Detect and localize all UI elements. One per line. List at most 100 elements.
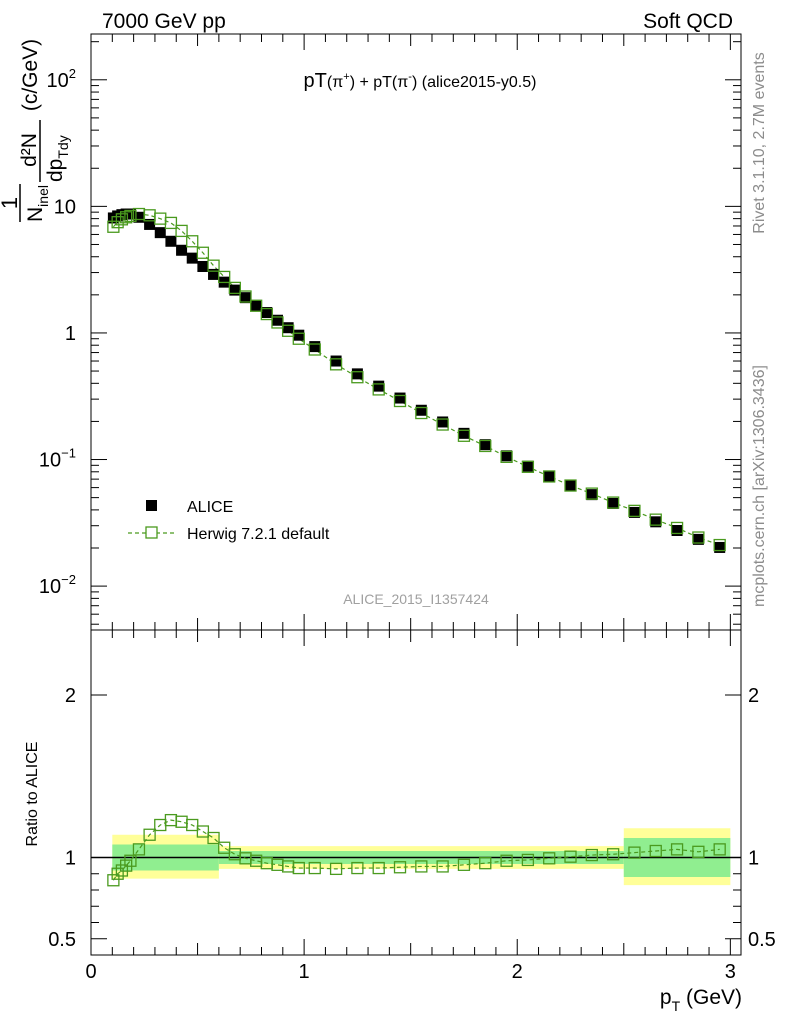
herwig-mc-point bbox=[107, 220, 120, 233]
ratio-frame bbox=[90, 629, 742, 956]
alice-data-point bbox=[692, 533, 704, 545]
herwig-mc-point bbox=[308, 343, 321, 356]
alice-data-point bbox=[154, 227, 166, 239]
ylabel-unit: (c/GeV) bbox=[19, 39, 42, 111]
main-y-tick-base: 10 bbox=[39, 576, 61, 598]
main-y-tick-base: 10 bbox=[39, 450, 61, 472]
legend-label-herwig: Herwig 7.2.1 default bbox=[187, 526, 330, 543]
herwig-mc-point bbox=[329, 358, 343, 371]
title-tag: (alice2015-y0.5) bbox=[417, 74, 536, 91]
main-data-marks bbox=[107, 207, 726, 553]
x-tick-label: 2 bbox=[512, 961, 523, 983]
herwig-mc-point bbox=[606, 496, 620, 509]
ylabel-den-n: Ninel bbox=[24, 185, 51, 222]
herwig-mc-point bbox=[228, 281, 242, 295]
ratio-y-label: Ratio to ALICE bbox=[24, 742, 41, 847]
alice-data-point bbox=[144, 218, 156, 230]
ratio-mc-point bbox=[479, 857, 492, 870]
ratio-y-tick-label: 2 bbox=[65, 685, 76, 707]
herwig-mc-point bbox=[500, 450, 513, 463]
alice-data-point bbox=[714, 541, 726, 553]
alice-data-point bbox=[628, 506, 640, 518]
ratio-mc-point bbox=[351, 861, 364, 875]
title-plus: + pT bbox=[355, 74, 392, 91]
ratio-mc-point bbox=[521, 853, 535, 867]
alice-data-point bbox=[250, 299, 262, 311]
header-process: Soft QCD bbox=[643, 10, 733, 33]
ratio-data-marks bbox=[107, 813, 726, 887]
ylabel-den: dpTdy bbox=[44, 135, 71, 182]
alice-data-point bbox=[373, 380, 385, 392]
herwig-mc-point bbox=[564, 479, 577, 492]
ratio-mc-point bbox=[107, 874, 120, 887]
herwig-mc-point bbox=[250, 299, 263, 312]
herwig-mc-point bbox=[186, 235, 199, 248]
herwig-mc-point bbox=[543, 470, 556, 483]
ratio-mc-point bbox=[500, 854, 513, 867]
alice-data-point bbox=[522, 460, 534, 472]
ylabel-den-inel: inel bbox=[35, 185, 51, 207]
main-y-tick-exp: −1 bbox=[61, 446, 76, 461]
ratio-mc-point bbox=[132, 843, 146, 856]
alice-data-point bbox=[293, 329, 305, 341]
ratio-axis-ticks: 0.5 0.5 1 1 2 2 0 1 2 3 bbox=[48, 630, 776, 983]
ylabel-den-n-text: N bbox=[24, 207, 47, 222]
alice-data-point bbox=[176, 244, 188, 256]
ratio-y-tick-label: 1 bbox=[65, 848, 76, 870]
ratio-mc-point bbox=[606, 848, 620, 861]
ratio-mc-point bbox=[218, 841, 231, 854]
herwig-mc-point bbox=[218, 270, 231, 284]
legend: ALICE Herwig 7.2.1 default bbox=[128, 499, 330, 543]
alice-data-point bbox=[543, 470, 555, 482]
ratio-mc-point bbox=[670, 843, 684, 856]
ratio-mc-point bbox=[564, 850, 577, 863]
ratio-mc-point bbox=[415, 860, 428, 873]
main-y-tick-exp: 2 bbox=[69, 66, 76, 81]
herwig-mc-point bbox=[393, 394, 407, 408]
ratio-mc-point bbox=[207, 831, 220, 845]
title-base: pT bbox=[304, 70, 327, 92]
ratio-mc-point bbox=[585, 848, 598, 862]
ratio-mc-point bbox=[186, 818, 199, 832]
ratio-mc-point bbox=[292, 861, 305, 875]
ratio-y-tick-label: 0.5 bbox=[48, 929, 76, 951]
alice-data-point bbox=[124, 208, 136, 220]
alice-data-point bbox=[240, 292, 252, 304]
x-axis-label: pT (GeV) bbox=[660, 986, 742, 1014]
herwig-mc-point bbox=[271, 316, 284, 329]
ylabel-num: d²N bbox=[18, 133, 41, 167]
alice-data-point bbox=[586, 489, 598, 501]
herwig-mc-point bbox=[713, 538, 726, 552]
title-pos-sup: + bbox=[343, 71, 349, 83]
herwig-mc-point bbox=[115, 213, 129, 226]
ratio-mc-point bbox=[692, 845, 705, 858]
ratio-mc-point bbox=[628, 846, 641, 859]
ratio-mc-point bbox=[543, 852, 556, 865]
alice-data-point bbox=[186, 252, 198, 264]
x-tick-label: 3 bbox=[725, 961, 736, 983]
alice-data-point bbox=[208, 268, 220, 280]
herwig-mc-point bbox=[175, 224, 188, 238]
mcplots-label: mcplots.cern.ch [arXiv:1306.3436] bbox=[751, 365, 768, 607]
herwig-mc-point bbox=[372, 383, 385, 396]
alice-data-point bbox=[650, 516, 662, 528]
main-y-tick-label: 102 bbox=[47, 66, 76, 92]
alice-data-point bbox=[229, 284, 241, 296]
herwig-mc-point bbox=[239, 290, 252, 303]
alice-data-point bbox=[501, 450, 513, 462]
herwig-mc-point bbox=[207, 259, 220, 272]
main-y-tick-base: 1 bbox=[65, 323, 76, 345]
main-y-label: 1 Ninel d²N dpTdy (c/GeV) bbox=[0, 39, 71, 222]
ratio-mc-point bbox=[393, 861, 407, 874]
ratio-mc-point bbox=[196, 825, 210, 838]
herwig-mc-point bbox=[281, 324, 295, 337]
herwig-mc-point bbox=[124, 209, 137, 223]
ratio-mc-point bbox=[308, 861, 321, 875]
ratio-panel: 0.5 0.5 1 1 2 2 0 1 2 3 Ratio to ALICE pT (GeV) bbox=[24, 629, 776, 1014]
herwig-mc-point bbox=[164, 216, 178, 230]
alice-data-point bbox=[282, 322, 294, 334]
herwig-mc-point bbox=[670, 521, 684, 535]
herwig-mc-point bbox=[196, 246, 210, 259]
